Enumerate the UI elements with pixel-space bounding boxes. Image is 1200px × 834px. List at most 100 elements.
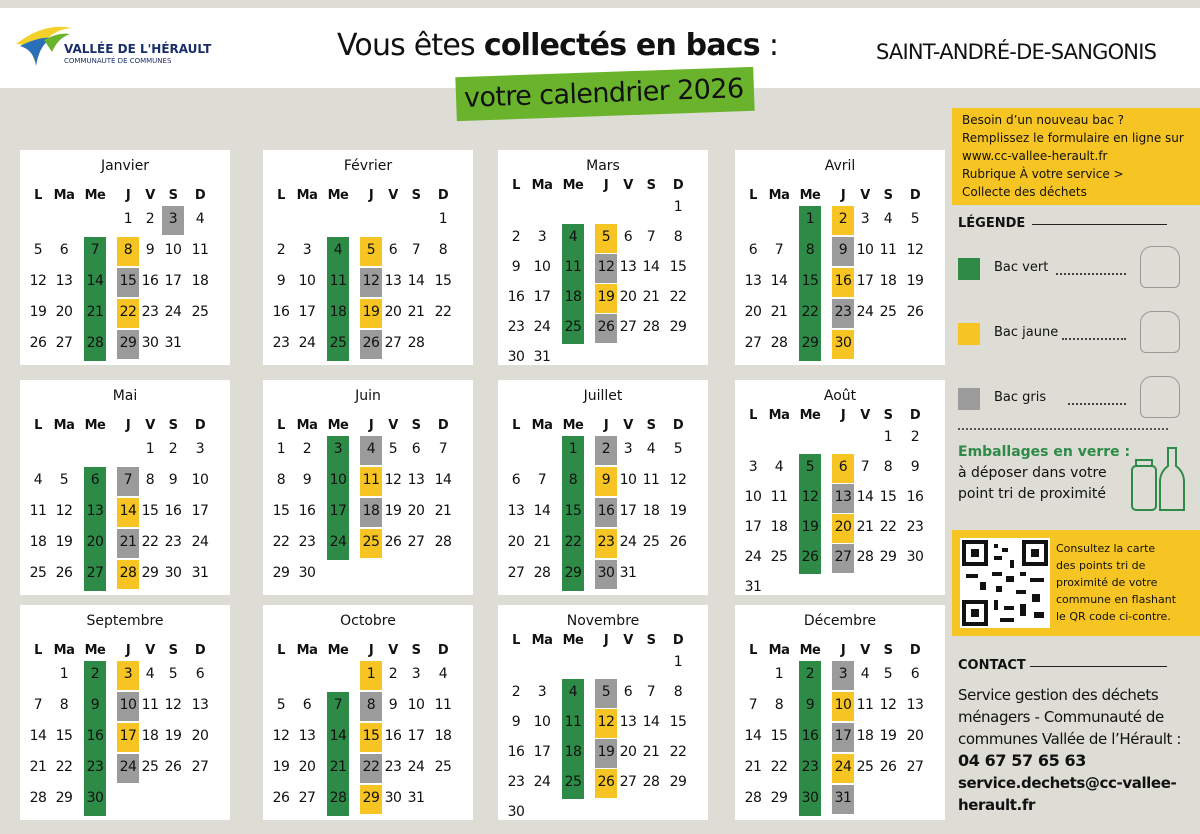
day: 7 <box>646 229 656 245</box>
legend-leader <box>1068 403 1126 405</box>
collection-day <box>832 785 854 814</box>
day: 14 <box>329 728 347 744</box>
day: 7 <box>537 472 547 488</box>
collection-day <box>327 299 349 330</box>
month-card: Août L Ma Me J V S D 1 2 3 4 5 6 7 8 9 10 11 12 13 14 15 16 17 18… <box>735 380 945 595</box>
day: 28 <box>533 565 551 581</box>
day: 13 <box>744 273 762 289</box>
contact-phone: 04 67 57 65 63 <box>958 751 1087 770</box>
day: 5 <box>276 697 286 713</box>
collection-day <box>799 330 821 361</box>
day: 14 <box>744 728 762 744</box>
day: 30 <box>834 335 852 351</box>
day: 22 <box>272 534 290 550</box>
weekday: J <box>603 178 609 193</box>
day: 6 <box>511 472 521 488</box>
qr-text: Consultez la carte des points tri de proxi… <box>1056 540 1176 625</box>
day: 10 <box>119 697 137 713</box>
weekday: V <box>145 418 155 433</box>
collection-day <box>595 560 617 589</box>
collection-day <box>832 330 854 359</box>
day: 19 <box>597 289 615 305</box>
weekday: L <box>512 633 520 648</box>
weekday: L <box>749 188 757 203</box>
rule <box>1030 666 1167 667</box>
day: 4 <box>646 441 656 457</box>
day: 6 <box>388 242 398 258</box>
weekday: L <box>277 643 285 658</box>
weekday: V <box>388 188 398 203</box>
day: 20 <box>191 728 209 744</box>
day: 27 <box>55 335 73 351</box>
day: 16 <box>298 503 316 519</box>
day: 3 <box>411 666 421 682</box>
day: 1 <box>59 666 69 682</box>
day: 20 <box>619 744 637 760</box>
day: 26 <box>384 534 402 550</box>
legend-icon <box>1140 376 1180 418</box>
day: 12 <box>597 259 615 275</box>
day: 26 <box>29 335 47 351</box>
weekday: S <box>883 643 893 658</box>
day: 29 <box>272 565 290 581</box>
day: 1 <box>123 211 133 227</box>
day: 10 <box>533 259 551 275</box>
day: 10 <box>164 242 182 258</box>
day: 23 <box>597 534 615 550</box>
logo-mark <box>16 26 72 66</box>
weekday: S <box>883 188 893 203</box>
day: 14 <box>856 489 874 505</box>
collection-day <box>832 723 854 752</box>
day: 15 <box>564 503 582 519</box>
collection-day <box>799 754 821 785</box>
day: 6 <box>195 666 205 682</box>
day: 8 <box>123 242 133 258</box>
day: 28 <box>407 335 425 351</box>
info-line: Besoin d’un nouveau bac ? <box>962 113 1124 127</box>
collection-day <box>799 544 821 574</box>
collection-day <box>327 330 349 361</box>
day: 2 <box>601 441 611 457</box>
day: 24 <box>834 759 852 775</box>
day: 18 <box>564 289 582 305</box>
month-card: Novembre L Ma Me J V S D 1 2 3 4 5 6 7 8 9 10 11 12 13 14 15 16… <box>498 605 708 820</box>
day: 15 <box>272 503 290 519</box>
day: 20 <box>906 728 924 744</box>
weekday: Ma <box>768 188 790 203</box>
day: 24 <box>119 759 137 775</box>
collection-day <box>84 754 106 785</box>
day: 27 <box>619 774 637 790</box>
weekday: S <box>411 418 421 433</box>
day: 7 <box>411 242 421 258</box>
day: 19 <box>801 519 819 535</box>
collection-day <box>117 498 139 527</box>
day: 9 <box>388 697 398 713</box>
day: 22 <box>55 759 73 775</box>
weekday: J <box>125 643 131 658</box>
day: 17 <box>619 503 637 519</box>
day: 11 <box>191 242 209 258</box>
weekday: L <box>34 643 42 658</box>
title-part: Vous êtes <box>337 28 476 63</box>
month-name: Octobre <box>340 613 396 629</box>
weekday: L <box>277 418 285 433</box>
day: 10 <box>329 472 347 488</box>
day: 7 <box>123 472 133 488</box>
day: 5 <box>388 441 398 457</box>
day: 6 <box>59 242 69 258</box>
day: 12 <box>597 714 615 730</box>
day: 26 <box>879 759 897 775</box>
collection-day <box>84 299 106 330</box>
day: 24 <box>619 534 637 550</box>
weekday: Ma <box>53 188 75 203</box>
collection-day <box>799 484 821 514</box>
collection-day <box>832 206 854 235</box>
day: 24 <box>407 759 425 775</box>
day: 10 <box>298 273 316 289</box>
day: 8 <box>366 697 376 713</box>
collection-day <box>595 709 617 738</box>
day: 12 <box>55 503 73 519</box>
day: 17 <box>119 728 137 744</box>
day: 11 <box>141 697 159 713</box>
